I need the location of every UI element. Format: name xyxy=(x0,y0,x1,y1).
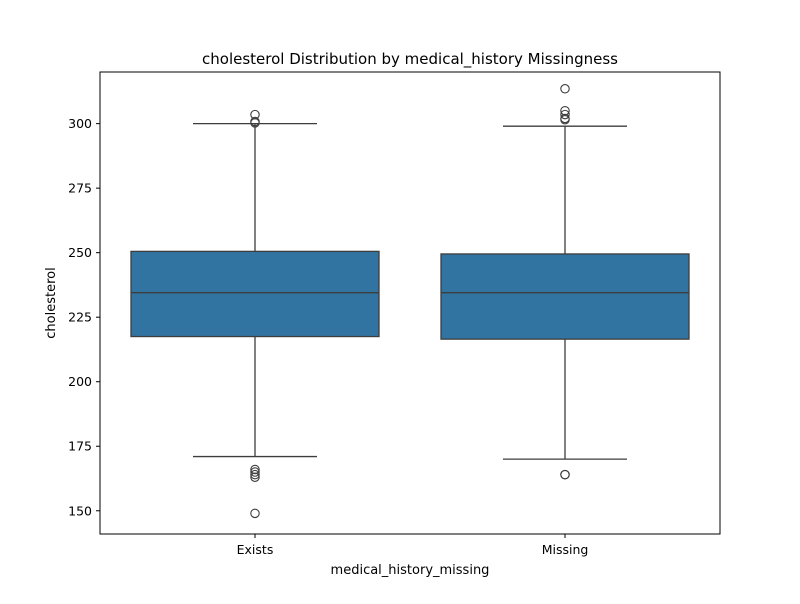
outlier-point xyxy=(250,472,260,482)
outlier-point xyxy=(560,469,570,480)
x-axis: Exists Missing xyxy=(237,534,589,557)
y-axis: 150 175 200 225 250 275 300 xyxy=(68,116,100,518)
outlier-point xyxy=(560,109,570,120)
y-tick-label: 275 xyxy=(68,181,92,196)
outlier-point xyxy=(560,84,570,94)
iqr-box xyxy=(130,250,380,338)
x-tick-label: Exists xyxy=(237,542,274,557)
x-axis-label: medical_history_missing xyxy=(331,563,490,578)
plot-frame xyxy=(99,71,721,535)
y-tick-label: 175 xyxy=(68,439,92,454)
x-tick-label: Missing xyxy=(542,542,589,557)
outlier-point xyxy=(250,118,260,128)
y-tick-label: 225 xyxy=(68,310,92,325)
y-tick-label: 300 xyxy=(68,116,92,131)
plot-layer xyxy=(130,84,690,519)
outlier-point xyxy=(250,464,260,475)
y-tick-label: 250 xyxy=(68,245,92,260)
box-group-exists xyxy=(130,109,380,519)
chart-title: cholesterol Distribution by medical_hist… xyxy=(202,50,618,69)
iqr-box xyxy=(440,253,690,340)
box-group-missing xyxy=(440,84,690,480)
y-axis-label: cholesterol xyxy=(44,267,59,338)
outlier-point xyxy=(250,508,260,519)
outlier-point xyxy=(560,105,570,116)
y-tick-label: 200 xyxy=(68,374,92,389)
y-tick-label: 150 xyxy=(68,503,92,518)
outlier-point xyxy=(250,469,260,480)
outlier-point xyxy=(250,467,260,477)
outlier-point xyxy=(560,114,570,125)
